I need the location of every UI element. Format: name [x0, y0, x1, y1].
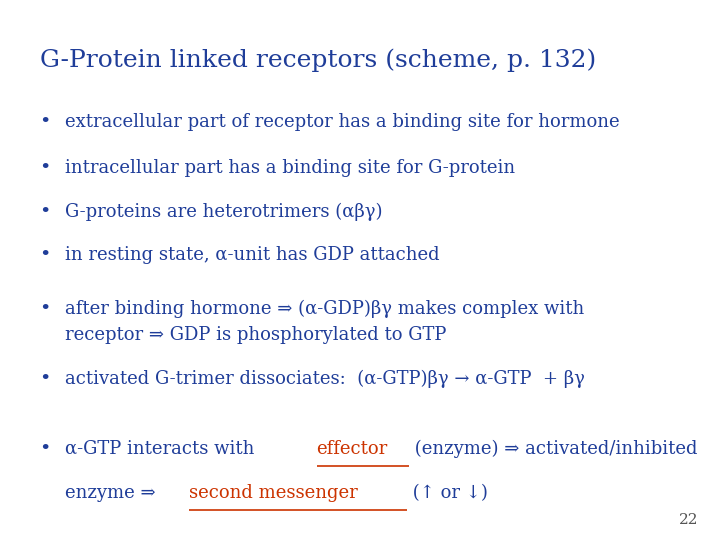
Text: •: •: [40, 300, 51, 318]
Text: 22: 22: [679, 512, 698, 526]
Text: G-Protein linked receptors (scheme, p. 132): G-Protein linked receptors (scheme, p. 1…: [40, 49, 596, 72]
Text: in resting state, α-unit has GDP attached: in resting state, α-unit has GDP attache…: [65, 246, 439, 264]
Text: •: •: [40, 246, 51, 264]
Text: extracellular part of receptor has a binding site for hormone: extracellular part of receptor has a bin…: [65, 113, 619, 131]
Text: second messenger: second messenger: [189, 484, 358, 502]
Text: G-proteins are heterotrimers (αβγ): G-proteins are heterotrimers (αβγ): [65, 202, 382, 221]
Text: •: •: [40, 159, 51, 177]
Text: enzyme ⇒: enzyme ⇒: [65, 484, 161, 502]
Text: α-GTP interacts with: α-GTP interacts with: [65, 440, 260, 458]
Text: (enzyme) ⇒ activated/inhibited: (enzyme) ⇒ activated/inhibited: [408, 440, 697, 458]
Text: (↑ or ↓): (↑ or ↓): [407, 484, 487, 502]
Text: after binding hormone ⇒ (α-GDP)βγ makes complex with
receptor ⇒ GDP is phosphory: after binding hormone ⇒ (α-GDP)βγ makes …: [65, 300, 584, 345]
Text: •: •: [40, 202, 51, 220]
Text: effector: effector: [317, 440, 388, 458]
Text: •: •: [40, 370, 51, 388]
Text: •: •: [40, 113, 51, 131]
Text: •: •: [40, 440, 51, 458]
Text: intracellular part has a binding site for G-protein: intracellular part has a binding site fo…: [65, 159, 515, 177]
Text: activated G-trimer dissociates:  (α-GTP)βγ → α-GTP  + βγ: activated G-trimer dissociates: (α-GTP)β…: [65, 370, 585, 388]
